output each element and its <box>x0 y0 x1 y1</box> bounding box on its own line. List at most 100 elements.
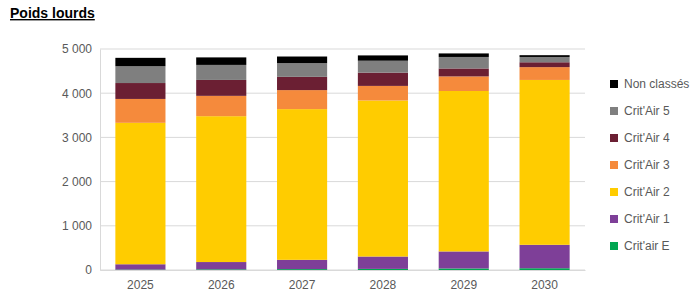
bar-segment <box>520 55 570 57</box>
y-tick: 2 000 <box>62 175 100 189</box>
series <box>115 80 569 264</box>
legend-swatch <box>610 188 618 196</box>
series <box>115 268 569 270</box>
grid-line <box>100 93 585 94</box>
bar-segment <box>358 86 408 101</box>
legend: Non classés Crit'Air 5 Crit'Air 4 Crit'Air … <box>610 77 689 253</box>
bar-segment <box>196 80 246 96</box>
legend-label: Crit'Air 2 <box>624 185 670 199</box>
x-tick-label: 2027 <box>289 278 316 292</box>
legend-swatch <box>610 80 618 88</box>
bar-segment <box>439 251 489 268</box>
bar-segment <box>358 100 408 256</box>
x-tick: 2025 <box>127 270 154 292</box>
grid-line <box>100 137 585 138</box>
series <box>115 53 569 66</box>
bar-segment <box>115 264 165 269</box>
bar-segment <box>277 57 327 64</box>
y-tick: 3 000 <box>62 131 100 145</box>
y-axis: 0 1 000 2 000 3 000 4 000 5 000 <box>62 42 101 277</box>
legend-label: Crit'Air 3 <box>624 158 670 172</box>
bar-segment <box>277 77 327 90</box>
y-tick-label: 5 000 <box>62 42 92 56</box>
y-tick: 1 000 <box>62 219 100 233</box>
bar-segment <box>115 58 165 66</box>
bar-segment <box>196 96 246 116</box>
bar-segment <box>358 61 408 73</box>
bar-segment <box>439 57 489 68</box>
bar-segment <box>520 245 570 268</box>
bar-segment <box>115 123 165 264</box>
legend-swatch <box>610 215 618 223</box>
bar-segment <box>439 76 489 91</box>
legend-swatch <box>610 134 618 142</box>
legend-item: Crit'Air 1 <box>610 212 670 226</box>
legend-label: Non classés <box>624 77 689 91</box>
bar-segment <box>277 109 327 260</box>
series <box>115 62 569 99</box>
bar-segment <box>115 66 165 83</box>
bar-segment <box>196 262 246 269</box>
legend-label: Crit'Air 5 <box>624 104 670 118</box>
bar-segment <box>520 62 570 67</box>
legend-item: Crit'Air 2 <box>610 185 670 199</box>
legend-swatch <box>610 242 618 250</box>
y-tick: 5 000 <box>62 42 100 56</box>
grid-line <box>100 49 585 50</box>
x-tick: 2027 <box>289 270 316 292</box>
grid-line <box>100 270 585 271</box>
legend-label: Crit'Air 4 <box>624 131 670 145</box>
y-tick-label: 4 000 <box>62 87 92 101</box>
y-tick-label: 0 <box>85 263 92 277</box>
bar-segment <box>277 90 327 109</box>
x-tick: 2029 <box>450 270 477 292</box>
series <box>115 57 569 83</box>
bar-segment <box>358 55 408 60</box>
grid-line <box>100 225 585 226</box>
legend-swatch <box>610 161 618 169</box>
bar-segment <box>196 65 246 80</box>
legend-item: Crit'Air 5 <box>610 104 670 118</box>
x-tick-label: 2029 <box>450 278 477 292</box>
legend-item: Crit'air E <box>610 239 670 253</box>
grid <box>100 49 585 270</box>
legend-label: Crit'Air 1 <box>624 212 670 226</box>
bar-segment <box>277 260 327 269</box>
chart: Poids lourds 0 1 000 2 000 3 000 4 000 5 000 20… <box>0 0 700 308</box>
legend-item: Non classés <box>610 77 689 91</box>
title: Poids lourds <box>10 5 95 21</box>
x-tick-label: 2025 <box>127 278 154 292</box>
x-tick-label: 2028 <box>370 278 397 292</box>
bar-segment <box>520 268 570 270</box>
bar-segment <box>115 83 165 99</box>
bar-segment <box>358 257 408 269</box>
bar-segment <box>115 99 165 123</box>
legend-item: Crit'Air 3 <box>610 158 670 172</box>
x-axis-line <box>101 270 586 271</box>
y-tick-label: 3 000 <box>62 131 92 145</box>
series <box>115 245 569 270</box>
legend-item: Crit'Air 4 <box>610 131 670 145</box>
bar-segment <box>196 116 246 262</box>
y-tick: 4 000 <box>62 87 100 101</box>
bar-segment <box>520 80 570 245</box>
bar-segment <box>196 57 246 65</box>
y-tick-label: 1 000 <box>62 219 92 233</box>
bar-segment <box>439 268 489 270</box>
x-tick: 2026 <box>208 270 235 292</box>
grid-line <box>100 181 585 182</box>
bars <box>115 53 569 270</box>
bar-segment <box>358 73 408 86</box>
y-axis-line <box>100 50 101 271</box>
x-tick: 2028 <box>370 270 397 292</box>
y-tick-label: 2 000 <box>62 175 92 189</box>
bar-segment <box>439 53 489 57</box>
legend-swatch <box>610 107 618 115</box>
series <box>115 67 569 123</box>
bar-segment <box>439 91 489 251</box>
plot: 01 0002 0003 0004 0005 00020252026202720… <box>62 42 586 291</box>
x-axis: 2025 2026 2027 2028 2029 2030 <box>101 270 586 292</box>
x-tick-label: 2026 <box>208 278 235 292</box>
bar-segment <box>439 68 489 76</box>
x-tick: 2030 <box>531 270 558 292</box>
